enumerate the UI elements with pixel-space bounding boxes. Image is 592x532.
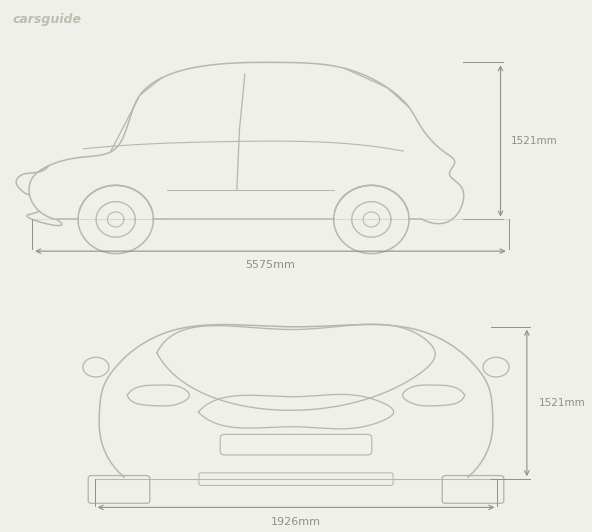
Text: 1521mm: 1521mm (539, 398, 585, 408)
Text: 1521mm: 1521mm (511, 136, 558, 146)
Text: 1926mm: 1926mm (271, 517, 321, 527)
Text: carsguide: carsguide (13, 13, 82, 26)
Text: 5575mm: 5575mm (245, 260, 295, 270)
